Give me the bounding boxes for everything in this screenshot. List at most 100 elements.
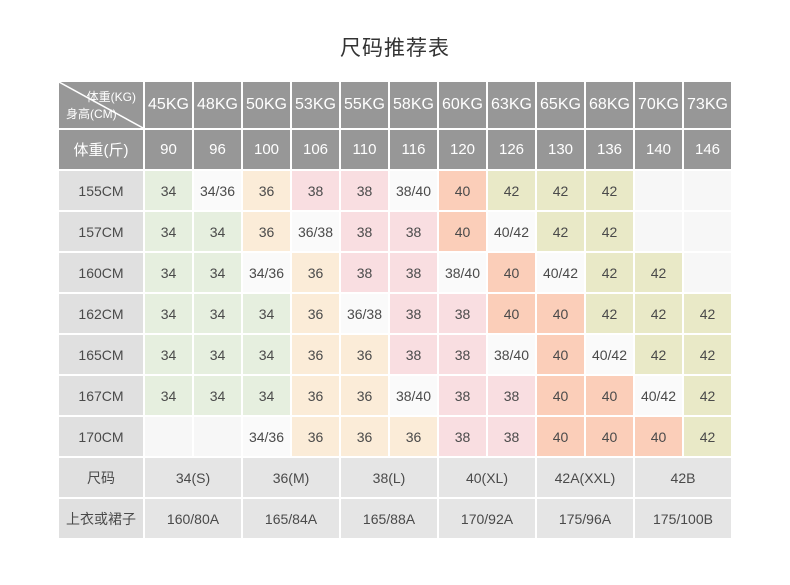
size-cell: 38 <box>390 253 437 292</box>
height-row-label: 167CM <box>59 376 143 415</box>
size-cell: 38 <box>439 335 486 374</box>
size-cell: 36 <box>243 171 290 210</box>
corner-header-cell: 体重(KG) 身高(CM) <box>59 82 143 128</box>
weight-kg-header: 55KG <box>341 82 388 128</box>
size-cell: 40/42 <box>537 253 584 292</box>
size-cell: 34 <box>145 294 192 333</box>
height-row-label: 160CM <box>59 253 143 292</box>
size-cell: 38 <box>439 376 486 415</box>
corner-weight-kg-label: 体重(KG) <box>86 90 136 104</box>
size-cell: 40/42 <box>586 335 633 374</box>
spec-cell: 160/80A <box>145 499 241 538</box>
weight-kg-header: 70KG <box>635 82 682 128</box>
height-row-label: 165CM <box>59 335 143 374</box>
size-cell: 42 <box>586 253 633 292</box>
size-cell: 38/40 <box>390 171 437 210</box>
size-cell: 36 <box>292 253 339 292</box>
size-cell: 34/36 <box>243 417 290 456</box>
size-cell: 36 <box>341 417 388 456</box>
size-cell: 34 <box>194 335 241 374</box>
size-cell: 40 <box>537 335 584 374</box>
weight-jin-value: 120 <box>439 130 486 169</box>
size-cell: 36/38 <box>341 294 388 333</box>
size-cell: 42 <box>586 171 633 210</box>
size-cell: 42 <box>635 294 682 333</box>
weight-jin-value: 116 <box>390 130 437 169</box>
size-cell <box>684 171 731 210</box>
weight-kg-header: 50KG <box>243 82 290 128</box>
height-row: 157CM 34 34 36 36/38 38 38 40 40/42 42 42 <box>59 212 731 251</box>
size-cell: 40 <box>488 294 535 333</box>
size-cell: 42 <box>635 253 682 292</box>
size-cell: 42 <box>586 294 633 333</box>
size-cell: 36 <box>292 335 339 374</box>
size-cell: 34 <box>145 376 192 415</box>
size-cell: 40/42 <box>635 376 682 415</box>
height-row: 155CM 34 34/36 36 38 38 38/40 40 42 42 42 <box>59 171 731 210</box>
size-cell: 42 <box>586 212 633 251</box>
size-cell: 38 <box>292 171 339 210</box>
size-cell: 40 <box>439 212 486 251</box>
height-row-label: 155CM <box>59 171 143 210</box>
size-table: 体重(KG) 身高(CM) 45KG 48KG 50KG 53KG 55KG 58KG 60KG… <box>57 80 733 540</box>
size-cell: 40 <box>488 253 535 292</box>
corner-height-cm-label: 身高(CM) <box>66 107 117 121</box>
weight-kg-header: 73KG <box>684 82 731 128</box>
size-cell: 34/36 <box>194 171 241 210</box>
size-cell <box>145 417 192 456</box>
weight-jin-value: 140 <box>635 130 682 169</box>
weight-jin-value: 146 <box>684 130 731 169</box>
spec-cell: 175/96A <box>537 499 633 538</box>
spec-cell: 170/92A <box>439 499 535 538</box>
size-cell: 38 <box>439 417 486 456</box>
size-cell: 38 <box>390 335 437 374</box>
size-cell: 34 <box>243 335 290 374</box>
height-row-label: 170CM <box>59 417 143 456</box>
height-row: 160CM 34 34 34/36 36 38 38 38/40 40 40/42 42 42 <box>59 253 731 292</box>
size-cell <box>635 171 682 210</box>
size-cell: 38/40 <box>390 376 437 415</box>
size-group-cell: 42A(XXL) <box>537 458 633 497</box>
size-cell: 36 <box>390 417 437 456</box>
weight-jin-value: 136 <box>586 130 633 169</box>
header-row-jin: 体重(斤) 90 96 100 106 110 116 120 126 130 136 140 146 <box>59 130 731 169</box>
size-cell: 34 <box>194 212 241 251</box>
height-row-label: 162CM <box>59 294 143 333</box>
weight-kg-header: 63KG <box>488 82 535 128</box>
spec-row: 上衣或裙子 160/80A 165/84A 165/88A 170/92A 175/96A… <box>59 499 731 538</box>
size-cell: 38 <box>439 294 486 333</box>
weight-kg-header: 53KG <box>292 82 339 128</box>
size-cell: 38 <box>341 212 388 251</box>
size-cell: 36 <box>341 376 388 415</box>
weight-jin-value: 110 <box>341 130 388 169</box>
size-cell: 38 <box>488 417 535 456</box>
header-row-kg: 体重(KG) 身高(CM) 45KG 48KG 50KG 53KG 55KG 58KG 60KG… <box>59 82 731 128</box>
size-cell: 34 <box>145 212 192 251</box>
size-cell: 34 <box>243 294 290 333</box>
size-group-cell: 42B <box>635 458 731 497</box>
size-cell: 36 <box>292 294 339 333</box>
size-cell: 34 <box>145 253 192 292</box>
size-cell: 40 <box>439 171 486 210</box>
weight-jin-value: 106 <box>292 130 339 169</box>
weight-jin-value: 130 <box>537 130 584 169</box>
weight-kg-header: 65KG <box>537 82 584 128</box>
size-group-cell: 40(XL) <box>439 458 535 497</box>
height-row: 167CM 34 34 34 36 36 38/40 38 38 40 40 40/42 42 <box>59 376 731 415</box>
size-cell: 38 <box>390 294 437 333</box>
size-cell: 42 <box>537 212 584 251</box>
size-cell: 36/38 <box>292 212 339 251</box>
size-cell: 42 <box>684 417 731 456</box>
size-cell: 38 <box>341 171 388 210</box>
weight-jin-value: 100 <box>243 130 290 169</box>
weight-kg-header: 48KG <box>194 82 241 128</box>
size-group-row: 尺码 34(S) 36(M) 38(L) 40(XL) 42A(XXL) 42B <box>59 458 731 497</box>
weight-jin-value: 90 <box>145 130 192 169</box>
size-cell: 40 <box>537 294 584 333</box>
size-cell: 34/36 <box>243 253 290 292</box>
size-cell: 34 <box>194 376 241 415</box>
size-cell <box>684 253 731 292</box>
size-cell <box>635 212 682 251</box>
height-row-label: 157CM <box>59 212 143 251</box>
